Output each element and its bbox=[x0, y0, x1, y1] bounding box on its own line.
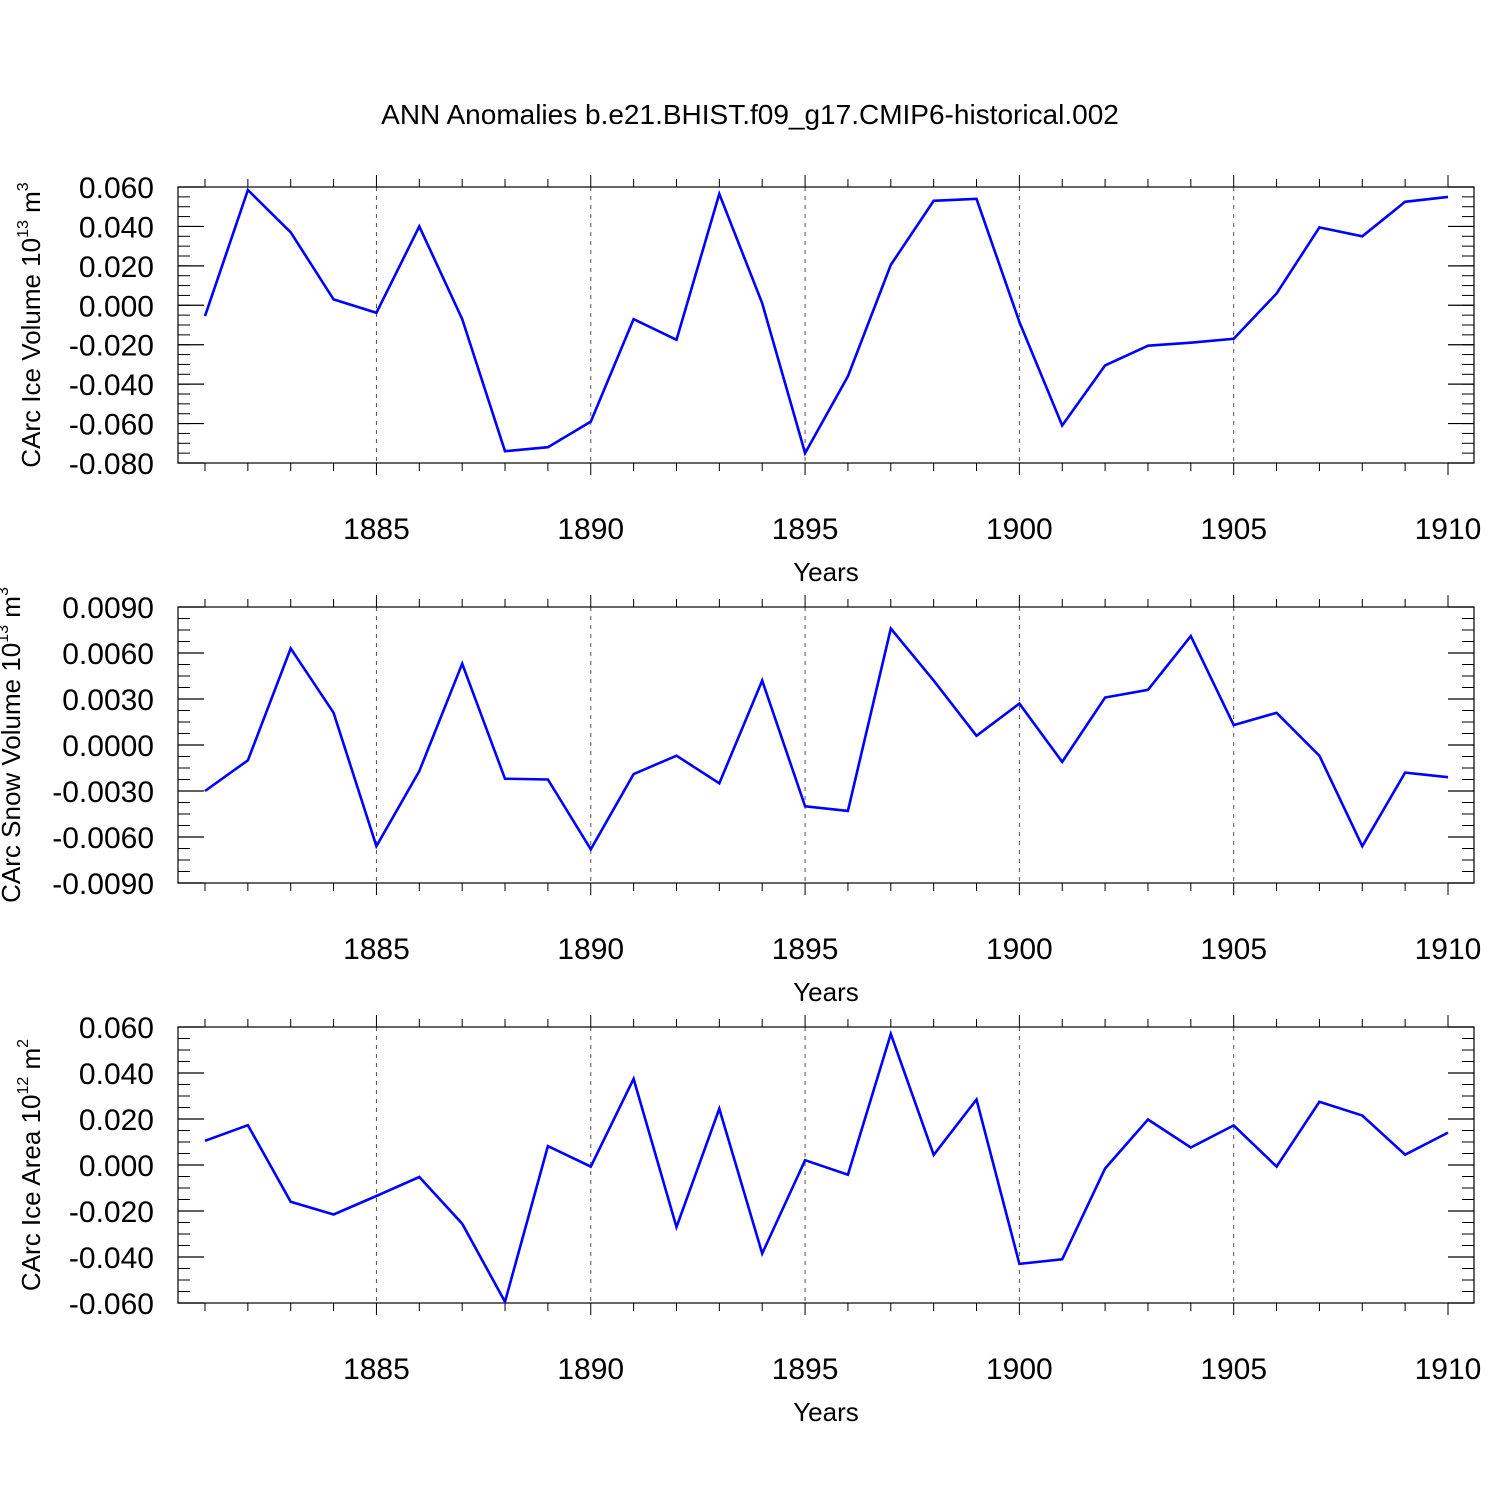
y-axis-title-unit: m bbox=[16, 191, 46, 220]
series-line bbox=[205, 629, 1448, 850]
y-tick-label: -0.0060 bbox=[52, 822, 154, 855]
x-tick-label: 1890 bbox=[557, 933, 624, 966]
y-axis-title-text: CArc Ice Volume 10 bbox=[16, 238, 46, 468]
x-tick-label: 1900 bbox=[986, 513, 1053, 546]
x-tick-label: 1905 bbox=[1200, 933, 1267, 966]
x-tick-label: 1895 bbox=[772, 933, 839, 966]
y-tick-label: -0.060 bbox=[69, 409, 154, 442]
series-line bbox=[205, 190, 1448, 453]
y-tick-label: -0.080 bbox=[69, 448, 154, 481]
y-tick-label: 0.0090 bbox=[62, 592, 154, 625]
x-tick-label: 1910 bbox=[1415, 1353, 1482, 1386]
x-tick-label: 1895 bbox=[772, 513, 839, 546]
x-axis-title: Years bbox=[793, 557, 859, 587]
x-axis-title: Years bbox=[793, 1397, 859, 1427]
y-tick-label: 0.000 bbox=[79, 290, 154, 323]
x-tick-label: 1900 bbox=[986, 1353, 1053, 1386]
plot-frame bbox=[178, 607, 1474, 883]
y-axis-title-exponent: 13 bbox=[0, 625, 12, 643]
y-axis-title-text: CArc Snow Volume 10 bbox=[0, 643, 26, 903]
x-tick-label: 1910 bbox=[1415, 513, 1482, 546]
y-tick-label: 0.060 bbox=[79, 1012, 154, 1045]
y-tick-label: 0.0060 bbox=[62, 638, 154, 671]
y-tick-label: -0.040 bbox=[69, 369, 154, 402]
x-tick-label: 1910 bbox=[1415, 933, 1482, 966]
y-axis-title-unit: m bbox=[0, 596, 26, 625]
panel-3: 0.060 0.040 0.020 0.000 -0.020 -0.040 -0.060 18… bbox=[15, 1012, 1481, 1427]
x-tick-label: 1885 bbox=[343, 1353, 410, 1386]
y-tick-label: 0.0000 bbox=[62, 730, 154, 763]
x-axis-title: Years bbox=[793, 977, 859, 1007]
panel-1: 0.060 0.040 0.020 0.000 -0.020 -0.040 -0.060 -0… bbox=[15, 172, 1481, 587]
y-axis-title-exponent: 13 bbox=[15, 220, 32, 238]
y-axis-title-unit: m bbox=[16, 1048, 46, 1077]
x-tick-label: 1905 bbox=[1200, 513, 1267, 546]
y-tick-label: 0.020 bbox=[79, 1104, 154, 1137]
y-tick-label: 0.020 bbox=[79, 251, 154, 284]
y-axis-title: CArc Ice Volume 1013 m3 bbox=[15, 182, 46, 467]
y-axis-title-exponent: 12 bbox=[15, 1077, 32, 1095]
x-tick-label: 1885 bbox=[343, 513, 410, 546]
y-tick-label: -0.0090 bbox=[52, 868, 154, 901]
chart-title: ANN Anomalies b.e21.BHIST.f09_g17.CMIP6-… bbox=[381, 99, 1119, 130]
y-axis-title: CArc Snow Volume 1013 m3 bbox=[0, 587, 26, 903]
y-tick-label: 0.040 bbox=[79, 1058, 154, 1091]
y-axis-title-unit-exponent: 2 bbox=[15, 1039, 32, 1048]
plot-frame bbox=[178, 187, 1474, 463]
panel-2: 0.0090 0.0060 0.0030 0.0000 -0.0030 -0.0060 -0… bbox=[0, 587, 1481, 1007]
x-tick-label: 1895 bbox=[772, 1353, 839, 1386]
y-tick-label: -0.020 bbox=[69, 1196, 154, 1229]
x-tick-label: 1900 bbox=[986, 933, 1053, 966]
y-tick-label: 0.0030 bbox=[62, 684, 154, 717]
x-tick-label: 1890 bbox=[557, 513, 624, 546]
y-tick-label: 0.060 bbox=[79, 172, 154, 205]
series-line bbox=[205, 1034, 1448, 1302]
y-tick-label: 0.000 bbox=[79, 1150, 154, 1183]
plot-frame bbox=[178, 1027, 1474, 1303]
y-tick-label: -0.0030 bbox=[52, 776, 154, 809]
y-tick-label: -0.040 bbox=[69, 1242, 154, 1275]
y-axis-title-unit-exponent: 3 bbox=[0, 587, 12, 596]
y-tick-label: -0.020 bbox=[69, 330, 154, 363]
x-tick-label: 1885 bbox=[343, 933, 410, 966]
y-tick-label: -0.060 bbox=[69, 1288, 154, 1321]
y-axis-title: CArc Ice Area 1012 m2 bbox=[15, 1039, 46, 1291]
y-axis-title-unit-exponent: 3 bbox=[15, 182, 32, 191]
x-tick-label: 1890 bbox=[557, 1353, 624, 1386]
y-tick-label: 0.040 bbox=[79, 211, 154, 244]
x-tick-label: 1905 bbox=[1200, 1353, 1267, 1386]
y-axis-title-text: CArc Ice Area 10 bbox=[16, 1095, 46, 1292]
